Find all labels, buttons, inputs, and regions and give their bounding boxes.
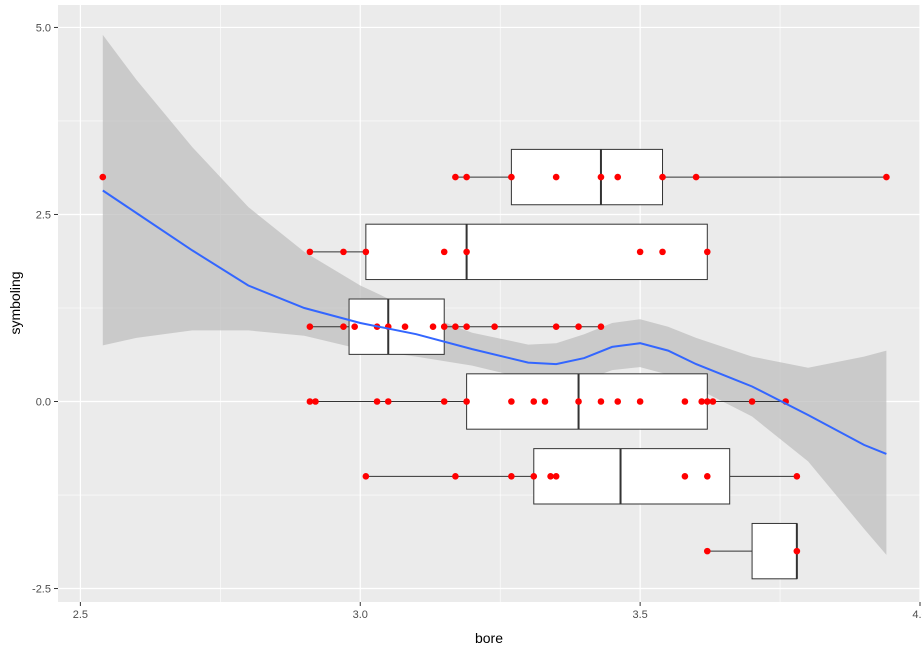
x-tick-label: 3.5: [632, 609, 647, 621]
data-point: [491, 323, 498, 330]
data-point: [547, 473, 554, 480]
data-point: [614, 398, 622, 405]
data-point: [440, 323, 448, 330]
data-point: [597, 323, 605, 330]
data-point: [508, 473, 515, 480]
data-point: [883, 173, 890, 181]
x-tick-labels: 2.5 3.0 3.5 4.0: [73, 609, 922, 621]
data-point: [636, 248, 644, 256]
data-point: [793, 473, 801, 480]
data-point: [681, 398, 689, 405]
boxplot-group--1: [365, 448, 797, 505]
data-point: [575, 323, 582, 330]
box-iqr: [466, 373, 708, 430]
data-point: [636, 398, 644, 405]
data-point: [452, 173, 459, 181]
point-layer: [99, 173, 890, 555]
data-point: [552, 323, 560, 330]
confidence-ribbon-layer: [102, 34, 887, 555]
data-point: [429, 323, 437, 330]
data-point: [306, 323, 314, 330]
data-point: [508, 173, 515, 181]
data-point: [362, 248, 370, 256]
data-point: [703, 398, 711, 405]
y-tick-label: 2.5: [36, 209, 51, 221]
data-point: [440, 398, 448, 405]
data-point: [452, 473, 459, 480]
y-axis-title: symboling: [7, 271, 23, 334]
data-point: [709, 398, 717, 405]
data-point: [659, 248, 666, 256]
data-point: [703, 547, 711, 555]
data-point: [440, 248, 448, 256]
x-tick-label: 2.5: [73, 609, 88, 621]
data-point: [452, 323, 459, 330]
data-point: [552, 473, 560, 480]
box-iqr: [751, 522, 798, 580]
y-tick-labels: -2.5 0.0 2.5 5.0: [32, 22, 51, 595]
data-point: [306, 398, 314, 405]
data-point: [384, 398, 392, 405]
data-point: [530, 473, 538, 480]
data-point: [373, 398, 381, 405]
data-point: [793, 547, 801, 555]
data-point: [463, 173, 470, 181]
data-point: [351, 323, 358, 330]
data-point: [597, 173, 605, 181]
boxplot-group--2: [707, 522, 798, 580]
boxplot-group-2: [309, 223, 708, 281]
box-iqr: [533, 448, 731, 505]
data-point: [575, 398, 582, 405]
axis-ticks: [54, 26, 921, 606]
data-point: [597, 398, 605, 405]
x-tick-label: 4.0: [912, 609, 922, 621]
data-point: [541, 398, 549, 405]
data-point: [681, 473, 689, 480]
data-point: [312, 398, 319, 405]
data-point: [552, 173, 560, 181]
data-point: [530, 398, 538, 405]
data-point: [99, 173, 107, 181]
data-point: [698, 398, 706, 405]
data-point: [508, 398, 515, 405]
data-point: [401, 323, 409, 330]
smooth-line-layer: [102, 189, 887, 455]
x-axis-title: bore: [475, 630, 503, 646]
data-point: [463, 398, 470, 405]
data-point: [340, 323, 347, 330]
box-iqr: [510, 148, 664, 206]
data-point: [614, 173, 622, 181]
data-point: [692, 173, 700, 181]
data-point: [362, 473, 370, 480]
minor-gridlines: [58, 5, 920, 602]
data-point: [703, 248, 711, 256]
y-tick-label: 0.0: [36, 397, 51, 409]
data-point: [703, 473, 711, 480]
data-point: [340, 248, 347, 256]
smooth-line: [102, 189, 887, 455]
data-point: [463, 323, 470, 330]
x-tick-label: 3.0: [353, 609, 368, 621]
data-point: [306, 248, 314, 256]
y-tick-label: 5.0: [36, 22, 51, 34]
data-point: [463, 248, 470, 256]
y-tick-label: -2.5: [32, 584, 51, 596]
box-iqr: [365, 223, 708, 281]
data-point: [659, 173, 666, 181]
confidence-ribbon: [102, 34, 887, 555]
data-point: [748, 398, 756, 405]
